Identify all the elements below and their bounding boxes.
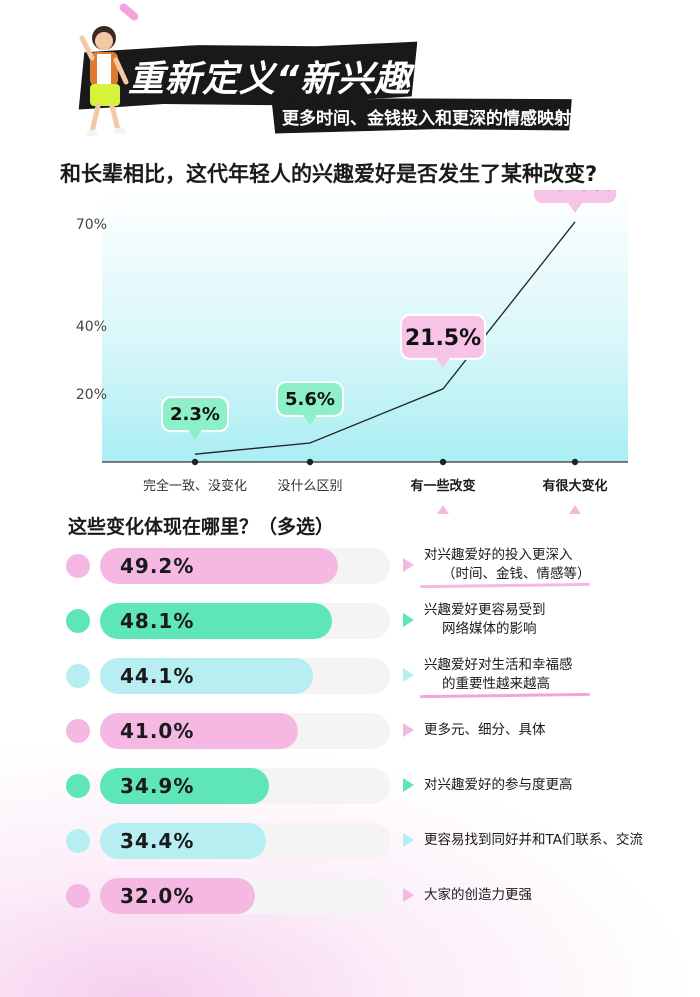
page-subtitle: 更多时间、金钱投入和更深的情感映射	[282, 109, 571, 129]
bar-track: 34.9%	[100, 768, 390, 804]
description-line: （时间、金钱、情感等）	[442, 566, 591, 582]
bar-row: 34.4% 更容易找到同好并和TA们联系、交流	[0, 821, 700, 861]
bar-description: 大家的创造力更强	[424, 886, 694, 905]
bar-row: 44.1% 兴趣爱好对生活和幸福感 的重要性越来越高	[0, 656, 700, 699]
value-bubble: 70.6%	[532, 190, 618, 213]
pointer-arrow-icon	[403, 558, 414, 572]
axis-point	[571, 458, 579, 466]
bar-value-label: 34.9%	[120, 774, 195, 798]
bar-fill	[100, 768, 269, 804]
bar-track: 41.0%	[100, 713, 390, 749]
description-line: 更容易找到同好并和TA们联系、交流	[424, 832, 643, 848]
pointer-arrow-icon	[403, 833, 414, 847]
bar-row: 32.0% 大家的创造力更强	[0, 876, 700, 916]
pointer-arrow-icon	[403, 613, 414, 627]
axis-point	[306, 458, 314, 466]
bar-value-label: 49.2%	[120, 554, 195, 578]
y-tick-label: 40%	[76, 319, 107, 335]
value-bubble: 5.6%	[276, 380, 344, 425]
bar-section-title: 这些变化体现在哪里？（多选）	[68, 516, 335, 538]
bullet-dot	[66, 664, 90, 688]
bar-fill	[100, 878, 255, 914]
value-label: 2.3%	[170, 404, 220, 425]
value-bubble: 2.3%	[161, 396, 229, 441]
description-line: 兴趣爱好对生活和幸福感	[424, 657, 573, 673]
value-bubble: 21.5%	[400, 313, 486, 368]
bar-value-label: 34.4%	[120, 829, 195, 853]
bar-description: 兴趣爱好对生活和幸福感 的重要性越来越高	[424, 656, 694, 694]
highlight-marker	[437, 505, 449, 514]
description-line: 网络媒体的影响	[442, 621, 537, 637]
description-line: 大家的创造力更强	[424, 887, 532, 903]
bar-description: 对兴趣爱好的投入更深入 （时间、金钱、情感等）	[424, 546, 694, 584]
value-label: 70.6%	[537, 190, 613, 196]
bar-row: 48.1% 兴趣爱好更容易受到网络媒体的影响	[0, 601, 700, 641]
bar-track: 48.1%	[100, 603, 390, 639]
bullet-dot	[66, 884, 90, 908]
question-emphasis: 是否发生了某种改变?	[396, 162, 598, 186]
question-prefix: 和长辈相比，这代年轻人的兴趣爱好	[60, 162, 396, 186]
description-line: 更多元、细分、具体	[424, 722, 546, 738]
bullet-dot	[66, 609, 90, 633]
bar-value-label: 32.0%	[120, 884, 195, 908]
category-label: 有很大变化	[542, 478, 607, 494]
bullet-dot	[66, 554, 90, 578]
description-line: 的重要性越来越高	[442, 676, 550, 692]
bar-track: 49.2%	[100, 548, 390, 584]
bar-description: 对兴趣爱好的参与度更高	[424, 776, 694, 795]
axis-point	[191, 458, 199, 466]
bar-row: 49.2% 对兴趣爱好的投入更深入 （时间、金钱、情感等）	[0, 546, 700, 589]
series-line	[194, 221, 576, 455]
bar-fill	[100, 603, 332, 639]
bar-description: 兴趣爱好更容易受到网络媒体的影响	[424, 601, 694, 639]
bar-track: 44.1%	[100, 658, 390, 694]
y-tick-label: 70%	[76, 217, 107, 233]
bar-description: 更多元、细分、具体	[424, 721, 694, 740]
bar-value-label: 44.1%	[120, 664, 195, 688]
category-label: 没什么区别	[277, 479, 342, 494]
y-tick-label: 20%	[76, 387, 107, 403]
bar-row: 34.9% 对兴趣爱好的参与度更高	[0, 766, 700, 806]
pointer-arrow-icon	[403, 668, 414, 682]
category-label: 完全一致、没变化	[143, 478, 247, 494]
bar-track: 34.4%	[100, 823, 390, 859]
bar-value-label: 48.1%	[120, 609, 195, 633]
bullet-dot	[66, 774, 90, 798]
bar-fill	[100, 548, 338, 584]
bar-fill	[100, 713, 298, 749]
bar-value-label: 41.0%	[120, 719, 195, 743]
bar-fill	[100, 658, 313, 694]
bullet-dot	[66, 719, 90, 743]
question-heading: 和长辈相比，这代年轻人的兴趣爱好是否发生了某种改变?	[60, 158, 660, 188]
description-line: 兴趣爱好更容易受到	[424, 602, 546, 618]
pointer-arrow-icon	[403, 723, 414, 737]
pointer-arrow-icon	[403, 888, 414, 902]
axis-point	[439, 458, 447, 466]
page-title: 重新定义“新兴趣”	[128, 59, 436, 100]
value-label: 21.5%	[405, 326, 481, 351]
bar-fill	[100, 823, 266, 859]
bar-description: 更容易找到同好并和TA们联系、交流	[424, 831, 694, 850]
description-line: 对兴趣爱好的参与度更高	[424, 777, 573, 793]
bar-row: 41.0% 更多元、细分、具体	[0, 711, 700, 751]
highlight-marker	[569, 505, 581, 514]
line-chart: 20% 40% 70% 完全一致、没变化 没什么区别 有一些改变 有很大变化 2.3% 5.…	[76, 190, 628, 514]
person-illustration	[79, 26, 129, 136]
value-label: 5.6%	[285, 389, 335, 410]
bullet-dot	[66, 829, 90, 853]
description-line: 对兴趣爱好的投入更深入	[424, 547, 573, 563]
pointer-arrow-icon	[403, 778, 414, 792]
category-label: 有一些改变	[410, 478, 475, 494]
bar-track: 32.0%	[100, 878, 390, 914]
